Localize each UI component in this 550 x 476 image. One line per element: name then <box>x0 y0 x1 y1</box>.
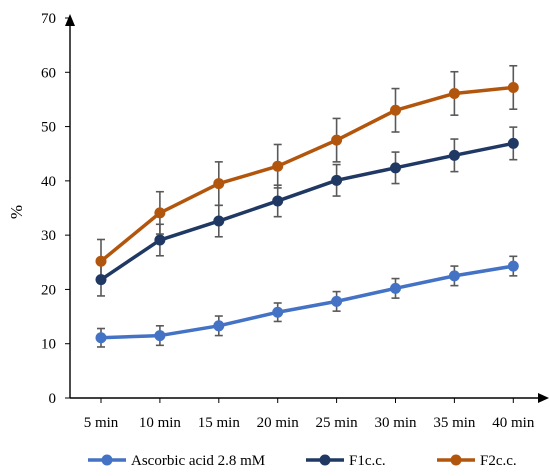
y-tick-label: 10 <box>41 337 56 353</box>
data-point <box>448 270 460 282</box>
y-tick-label: 30 <box>41 228 56 244</box>
data-point <box>272 160 284 172</box>
axes <box>65 14 549 403</box>
data-markers <box>95 81 519 344</box>
data-point <box>390 104 401 116</box>
x-tick-label: 40 min <box>492 415 535 431</box>
y-axis-arrow <box>65 14 75 26</box>
legend: Ascorbic acid 2.8 mM F1c.c. F2c.c. <box>88 453 517 469</box>
x-tick-label: 20 min <box>257 415 300 431</box>
y-axis-title: % <box>7 205 26 219</box>
data-point <box>331 134 343 146</box>
x-axis-ticks: 5 min 10 min 15 min 20 min 25 min 30 min 35 mi… <box>84 398 535 431</box>
data-point <box>95 332 107 344</box>
series-line-1 <box>100 141 514 282</box>
data-point <box>213 178 225 190</box>
data-point <box>154 330 166 342</box>
legend-item: F2c.c. <box>437 453 517 469</box>
data-point <box>95 255 107 267</box>
y-tick-label: 70 <box>41 11 56 27</box>
y-tick-label: 50 <box>41 120 56 136</box>
legend-swatch-marker <box>450 454 462 466</box>
x-tick-label: 10 min <box>139 415 182 431</box>
series-line-0 <box>100 264 514 340</box>
x-tick-label: 25 min <box>316 415 359 431</box>
y-tick-label: 0 <box>49 391 57 407</box>
x-tick-label: 30 min <box>374 415 417 431</box>
legend-swatch-marker <box>319 454 331 466</box>
data-point <box>213 215 225 227</box>
legend-label: Ascorbic acid 2.8 mM <box>131 453 265 469</box>
y-tick-label: 20 <box>41 282 56 298</box>
data-point <box>448 87 460 99</box>
data-point <box>154 234 166 246</box>
legend-label: F1c.c. <box>349 453 386 469</box>
data-point <box>272 306 284 318</box>
data-point <box>448 149 460 161</box>
data-point <box>390 162 401 174</box>
data-point <box>154 207 166 219</box>
data-point <box>507 137 519 149</box>
x-tick-label: 5 min <box>84 415 119 431</box>
y-tick-label: 40 <box>41 174 56 190</box>
data-point <box>507 260 519 272</box>
y-tick-label: 60 <box>41 65 56 81</box>
legend-label: F2c.c. <box>480 453 517 469</box>
data-point <box>331 295 343 307</box>
data-point <box>95 274 107 286</box>
legend-swatch-marker <box>101 454 113 466</box>
data-point <box>507 81 519 93</box>
x-axis-arrow <box>538 393 549 403</box>
series-line-2 <box>99 85 514 263</box>
data-point <box>331 174 343 186</box>
legend-item: Ascorbic acid 2.8 mM <box>88 453 265 469</box>
error-bars <box>97 64 518 348</box>
legend-item: F1c.c. <box>306 453 386 469</box>
data-point <box>272 195 284 207</box>
data-point <box>213 320 225 332</box>
x-tick-label: 35 min <box>433 415 476 431</box>
y-axis-ticks: 0 10 20 30 40 50 60 70 <box>41 11 70 407</box>
series-lines <box>99 85 514 340</box>
data-point <box>390 282 401 294</box>
x-tick-label: 15 min <box>198 415 241 431</box>
